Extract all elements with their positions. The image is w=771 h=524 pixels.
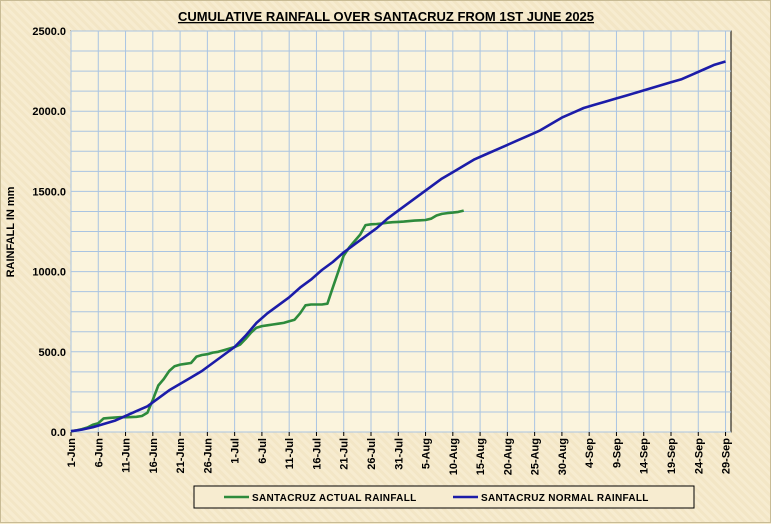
x-tick-label: 21-Jun: [175, 438, 187, 474]
x-tick-label: 26-Jun: [202, 438, 214, 474]
y-tick-label: 1500.0: [32, 186, 66, 198]
legend-entry: SANTACRUZ NORMAL RAINFALL: [481, 493, 649, 504]
x-tick-label: 24-Sep: [693, 438, 705, 474]
x-tick-label: 5-Aug: [421, 438, 433, 469]
x-tick-label: 30-Aug: [557, 438, 569, 475]
y-tick-label: 2000.0: [32, 106, 66, 118]
x-tick-label: 31-Jul: [393, 438, 405, 470]
x-tick-label: 21-Jul: [339, 438, 351, 470]
x-tick-label: 25-Aug: [530, 438, 542, 475]
grid-lines: [70, 30, 731, 433]
x-tick-label: 26-Jul: [366, 438, 378, 470]
y-tick-label: 2500.0: [32, 26, 66, 38]
x-tick-label: 6-Jun: [93, 438, 105, 468]
y-axis-ticks: 0.0 500.0 1000.0 1500.0 2000.0 2500.0: [32, 26, 66, 439]
x-tick-label: 20-Aug: [502, 438, 514, 475]
x-tick-label: 15-Aug: [475, 438, 487, 475]
y-axis-title: RAINFALL IN mm: [5, 186, 17, 277]
x-tick-label: 9-Sep: [611, 438, 623, 468]
actual-rainfall-line: [70, 209, 465, 433]
normal-rainfall-line: [70, 60, 726, 433]
x-tick-label: 10-Aug: [448, 438, 460, 475]
x-tick-label: 11-Jun: [121, 438, 133, 473]
x-tick-label: 29-Sep: [721, 438, 733, 474]
chart-title: CUMULATIVE RAINFALL OVER SANTACRUZ FROM …: [178, 9, 594, 24]
x-tick-label: 1-Jul: [230, 438, 242, 464]
x-tick-label: 1-Jun: [66, 438, 78, 468]
y-tick-label: 0.0: [51, 427, 66, 439]
y-tick-label: 500.0: [38, 347, 66, 359]
x-tick-label: 14-Sep: [639, 438, 651, 474]
legend-box: [193, 485, 695, 509]
series-layer: [70, 60, 726, 433]
x-tick-label: 6-Jul: [257, 438, 269, 464]
x-tick-label: 19-Sep: [666, 438, 678, 474]
x-axis-ticks: 1-Jun 6-Jun 11-Jun 16-Jun 21-Jun 26-Jun 1-Jul 6…: [66, 432, 733, 475]
x-tick-label: 4-Sep: [584, 438, 596, 468]
y-tick-label: 1000.0: [32, 267, 66, 279]
x-tick-label: 16-Jun: [148, 438, 160, 474]
x-tick-label: 16-Jul: [311, 438, 323, 470]
legend-entry: SANTACRUZ ACTUAL RAINFALL: [252, 493, 417, 504]
x-tick-label: 11-Jul: [284, 438, 296, 469]
legend: SANTACRUZ ACTUAL RAINFALL SANTACRUZ NORMA…: [224, 493, 649, 504]
